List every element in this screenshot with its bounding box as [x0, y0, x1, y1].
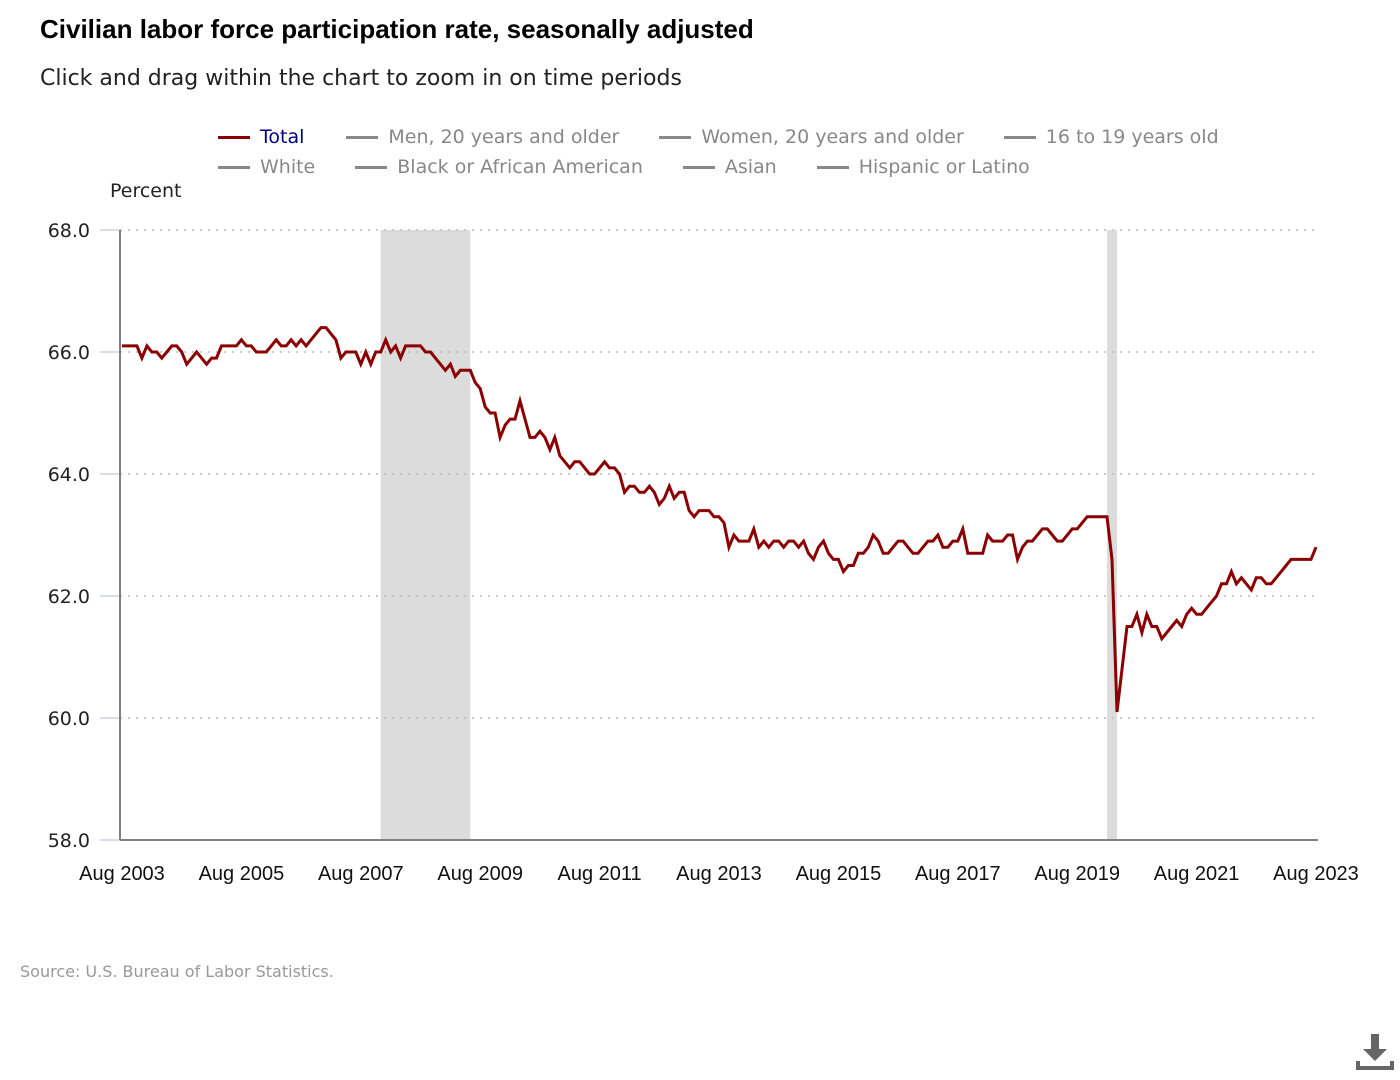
recession-band	[380, 230, 471, 840]
x-tick-label: Aug 2013	[676, 863, 762, 885]
legend-swatch-icon	[346, 135, 379, 139]
legend-swatch-icon	[1003, 135, 1036, 139]
chart-subtitle: Click and drag within the chart to zoom …	[40, 66, 682, 91]
download-icon	[1356, 1034, 1394, 1070]
legend-item-total[interactable]: Total	[218, 126, 304, 148]
x-tick-label: Aug 2017	[915, 863, 1001, 885]
gridlines	[120, 229, 1318, 719]
legend-label: Women, 20 years and older	[701, 126, 964, 148]
x-tick-label: Aug 2021	[1154, 863, 1240, 885]
download-button[interactable]	[1352, 1030, 1396, 1074]
legend-item-women[interactable]: Women, 20 years and older	[659, 126, 964, 148]
legend-label: Total	[260, 126, 305, 148]
series-line-total[interactable]	[122, 326, 1318, 713]
x-tick-label: Aug 2007	[318, 863, 404, 885]
x-tick-label: Aug 2009	[437, 863, 523, 885]
x-tick-label: Aug 2003	[79, 863, 165, 885]
legend-swatch-icon	[659, 135, 692, 139]
legend-item-men[interactable]: Men, 20 years and older	[346, 126, 619, 148]
recession-band	[1107, 230, 1117, 840]
legend: Total Men, 20 years and older Women, 20 …	[218, 122, 1278, 182]
legend-swatch-icon	[355, 165, 388, 169]
legend-item-black[interactable]: Black or African American	[355, 156, 643, 178]
y-axis-ticks: 58.0 60.0 62.0 64.0 66.0 68.0	[48, 220, 120, 852]
y-tick-label: 62.0	[48, 586, 90, 608]
y-tick-label: 68.0	[48, 220, 90, 242]
legend-label: Men, 20 years and older	[388, 126, 620, 148]
y-tick-label: 66.0	[48, 342, 90, 364]
legend-swatch-icon	[682, 165, 715, 169]
legend-label: Asian	[724, 156, 777, 178]
legend-label: White	[260, 156, 316, 178]
recession-bands	[380, 230, 1117, 840]
legend-item-hispanic[interactable]: Hispanic or Latino	[816, 156, 1030, 178]
legend-swatch-icon	[816, 165, 849, 169]
legend-label: 16 to 19 years old	[1045, 126, 1219, 148]
y-axis-label: Percent	[110, 180, 182, 202]
x-tick-label: Aug 2005	[199, 863, 285, 885]
chart-plot-area[interactable]: 58.060.062.064.066.068.0 Aug 2003 Aug 200…	[0, 0, 1400, 940]
x-tick-label: Aug 2015	[796, 863, 882, 885]
legend-label: Hispanic or Latino	[858, 156, 1030, 178]
x-tick-label: Aug 2011	[558, 863, 642, 885]
y-tick-label: 64.0	[48, 464, 90, 486]
legend-item-asian[interactable]: Asian	[682, 156, 777, 178]
legend-swatch-icon	[218, 135, 250, 139]
x-axis-ticks: Aug 2003 Aug 2005 Aug 2007 Aug 2009 Aug 2011…	[79, 863, 1359, 885]
legend-item-white[interactable]: White	[218, 156, 315, 178]
legend-row-2: White Black or African American Asian Hi…	[218, 152, 1278, 182]
chart-title: Civilian labor force participation rate,…	[40, 14, 754, 44]
legend-row-1: Total Men, 20 years and older Women, 20 …	[218, 122, 1278, 152]
legend-label: Black or African American	[397, 156, 643, 178]
source-note: Source: U.S. Bureau of Labor Statistics.	[20, 962, 334, 981]
x-tick-label: Aug 2019	[1034, 863, 1120, 885]
x-tick-label: Aug 2023	[1273, 863, 1359, 885]
legend-swatch-icon	[218, 165, 250, 169]
y-tick-label: 60.0	[48, 708, 90, 730]
legend-item-16-19[interactable]: 16 to 19 years old	[1003, 126, 1219, 148]
y-tick-label: 58.0	[48, 830, 90, 852]
